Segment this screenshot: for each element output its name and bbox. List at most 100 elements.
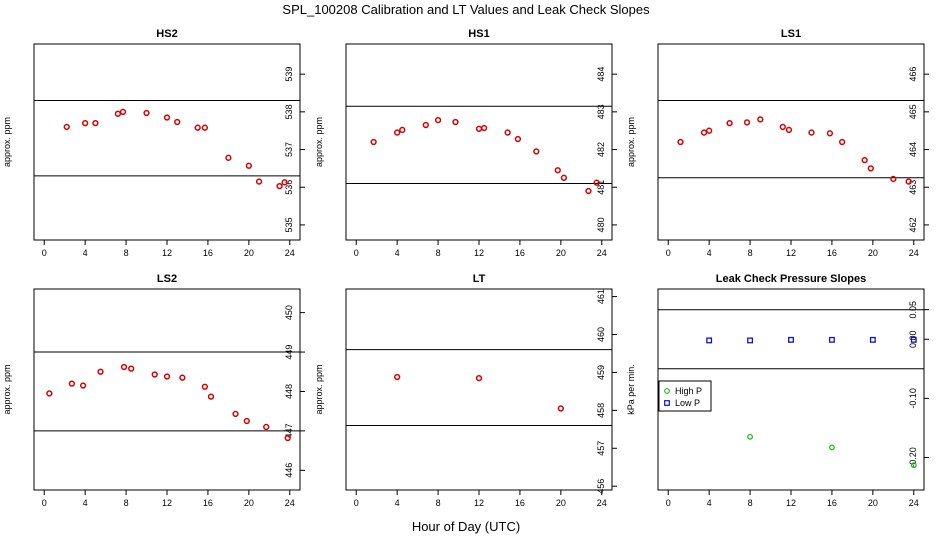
- data-point: [179, 374, 186, 381]
- x-axis-label: Hour of Day (UTC): [412, 519, 520, 534]
- x-tick-label: 8: [124, 498, 129, 508]
- data-point: [905, 178, 912, 185]
- y-tick-label: 538: [284, 104, 294, 119]
- x-tick-label: 24: [285, 248, 295, 258]
- y-tick-label: 482: [596, 142, 606, 157]
- panel-title: Leak Check Pressure Slopes: [716, 273, 866, 285]
- x-tick-label: 16: [203, 248, 213, 258]
- data-point: [839, 138, 846, 146]
- data-point: [808, 129, 815, 136]
- y-axis-label: approx. ppm: [2, 364, 12, 414]
- data-point: [677, 138, 684, 146]
- plot-frame: [33, 43, 301, 241]
- y-tick-label: 466: [908, 67, 918, 82]
- data-point: [826, 130, 834, 137]
- x-tick-label: 12: [162, 248, 172, 258]
- data-point: [757, 116, 764, 123]
- data-point: [128, 365, 135, 372]
- data-point: [92, 120, 99, 127]
- data-point: [151, 371, 158, 378]
- data-point: [276, 182, 283, 190]
- panel-title: LT: [473, 273, 486, 285]
- x-tick-label: 20: [868, 498, 878, 508]
- data-point: [867, 165, 874, 172]
- data-point: [225, 154, 232, 161]
- x-tick-label: 8: [436, 248, 441, 258]
- x-tick-label: 8: [124, 248, 129, 258]
- chart-panels: HS2 0 4 8 12 16 20 24 535 536 537 538 539 approx. ppm…: [2, 28, 929, 508]
- data-point: [726, 120, 733, 127]
- x-tick-label: 0: [42, 248, 47, 258]
- x-tick-label: 20: [556, 498, 566, 508]
- data-point: [533, 148, 540, 155]
- data-point: [394, 373, 401, 381]
- y-axis-label: kPa per min.: [626, 364, 636, 415]
- data-point: [593, 179, 600, 186]
- y-tick-label: 465: [908, 104, 918, 119]
- data-point-low: [788, 336, 794, 343]
- data-point-low: [706, 337, 713, 344]
- data-point: [201, 124, 209, 131]
- data-point: [422, 121, 429, 129]
- panel-6: Leak Check Pressure Slopes 0 4 8 12 16 20 24 -0.…: [626, 273, 929, 508]
- x-tick-label: 12: [474, 248, 484, 258]
- legend-label: High P: [675, 386, 702, 396]
- x-tick-label: 12: [786, 498, 796, 508]
- x-tick-label: 20: [868, 248, 878, 258]
- data-point: [46, 390, 53, 397]
- x-tick-label: 12: [162, 498, 172, 508]
- x-tick-label: 24: [285, 498, 295, 508]
- y-tick-label: 450: [284, 305, 294, 320]
- data-point: [585, 187, 592, 195]
- x-tick-label: 4: [83, 248, 88, 258]
- y-axis-label: approx. ppm: [2, 117, 12, 167]
- data-point: [63, 123, 70, 131]
- data-point: [785, 126, 793, 134]
- data-point: [890, 175, 897, 183]
- x-tick-label: 24: [597, 498, 607, 508]
- panel-5: LT 0 4 8 12 16 20 24 456 457 458 459 460 461 approx. p…: [314, 273, 617, 508]
- y-tick-label: 539: [284, 67, 294, 82]
- x-tick-label: 0: [354, 498, 359, 508]
- y-axis-label: approx. ppm: [314, 117, 324, 167]
- data-point-high: [828, 444, 835, 451]
- y-tick-label: 458: [596, 403, 606, 418]
- data-point: [399, 126, 406, 134]
- data-point-low: [828, 336, 835, 343]
- data-point: [861, 156, 868, 164]
- x-tick-label: 8: [748, 498, 753, 508]
- data-point: [504, 129, 511, 136]
- x-tick-label: 4: [395, 498, 400, 508]
- x-tick-label: 4: [707, 248, 712, 258]
- data-point: [480, 124, 488, 132]
- plot-frame: [345, 43, 613, 241]
- y-tick-label: 0.00: [908, 330, 918, 348]
- y-tick-label: 461: [596, 289, 606, 304]
- x-tick-label: 20: [244, 248, 254, 258]
- y-tick-label: 446: [284, 463, 294, 478]
- data-point: [700, 129, 708, 136]
- x-tick-label: 8: [436, 498, 441, 508]
- data-point: [79, 382, 87, 389]
- data-point: [434, 116, 442, 124]
- data-point: [452, 118, 459, 126]
- data-point-low: [910, 336, 917, 343]
- data-point: [475, 125, 483, 132]
- y-tick-label: 448: [284, 384, 294, 399]
- x-tick-label: 24: [909, 248, 919, 258]
- data-point: [779, 123, 786, 131]
- data-point-low: [747, 337, 754, 344]
- panel-3: LS1 0 4 8 12 16 20 24 462 463 464 465 466 approx. ppm: [626, 28, 929, 258]
- y-axis-label: approx. ppm: [626, 117, 636, 167]
- x-tick-label: 0: [354, 248, 359, 258]
- y-tick-label: 0.05: [908, 301, 918, 319]
- data-point: [394, 129, 401, 136]
- x-tick-label: 0: [666, 498, 671, 508]
- panel-title: LS2: [157, 273, 177, 285]
- data-point: [557, 405, 564, 412]
- x-tick-label: 20: [556, 248, 566, 258]
- x-tick-label: 16: [203, 498, 213, 508]
- data-point-low: [869, 336, 876, 343]
- y-tick-label: 535: [284, 217, 294, 232]
